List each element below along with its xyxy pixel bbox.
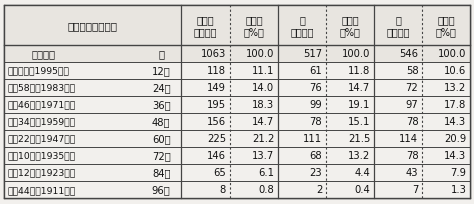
Text: 14.7: 14.7: [348, 83, 370, 93]
Text: 24歳: 24歳: [152, 83, 171, 93]
Bar: [4, 181, 470, 198]
Text: 男女計
（万人）: 男女計 （万人）: [194, 15, 217, 37]
Text: 23: 23: [310, 167, 322, 177]
Text: 12歳: 12歳: [152, 66, 171, 76]
Text: 76: 76: [310, 83, 322, 93]
Bar: [4, 164, 470, 181]
Text: 546: 546: [399, 49, 419, 59]
Text: 13.7: 13.7: [252, 151, 274, 161]
Text: 7.9: 7.9: [450, 167, 466, 177]
Bar: [4, 130, 470, 147]
Text: 昭和10年（1935年）: 昭和10年（1935年）: [8, 151, 76, 160]
Text: 96歳: 96歳: [152, 184, 171, 194]
Text: 昭和58年（1983年）: 昭和58年（1983年）: [8, 83, 76, 92]
Text: 15.1: 15.1: [348, 117, 370, 127]
Text: 平成７年（1995年）: 平成７年（1995年）: [8, 66, 70, 75]
Text: 14.3: 14.3: [444, 151, 466, 161]
Text: 17.8: 17.8: [444, 100, 466, 110]
Text: －: －: [158, 49, 164, 59]
Text: 78: 78: [406, 151, 419, 161]
Text: 156: 156: [207, 117, 226, 127]
Text: 1.3: 1.3: [450, 184, 466, 194]
Text: 65: 65: [213, 167, 226, 177]
Text: 4.4: 4.4: [355, 167, 370, 177]
Text: 13.2: 13.2: [348, 151, 370, 161]
Text: 78: 78: [310, 117, 322, 127]
Text: 21.5: 21.5: [348, 134, 370, 144]
Text: 女
（万人）: 女 （万人）: [386, 15, 410, 37]
Text: 111: 111: [303, 134, 322, 144]
Text: 11.8: 11.8: [348, 66, 370, 76]
Text: 84歳: 84歳: [152, 167, 171, 177]
Text: 割　合
（%）: 割 合 （%）: [244, 15, 264, 37]
Text: 78: 78: [406, 117, 419, 127]
Text: 1063: 1063: [201, 49, 226, 59]
Text: 68: 68: [310, 151, 322, 161]
Text: 10.6: 10.6: [444, 66, 466, 76]
Text: 明治44年（1911年）: 明治44年（1911年）: [8, 185, 76, 194]
Text: 0.4: 0.4: [355, 184, 370, 194]
Text: 149: 149: [207, 83, 226, 93]
Text: 18.3: 18.3: [252, 100, 274, 110]
Text: 225: 225: [207, 134, 226, 144]
Text: 517: 517: [303, 49, 322, 59]
Text: 99: 99: [310, 100, 322, 110]
Text: 総　　数: 総 数: [31, 49, 55, 59]
Text: 61: 61: [310, 66, 322, 76]
Text: 0.8: 0.8: [258, 184, 274, 194]
Text: 48歳: 48歳: [152, 117, 171, 127]
Text: 生まれた年・年齢: 生まれた年・年齢: [67, 21, 118, 31]
Text: 195: 195: [207, 100, 226, 110]
Text: 58: 58: [406, 66, 419, 76]
Text: 146: 146: [207, 151, 226, 161]
Bar: [4, 113, 470, 130]
Text: 14.0: 14.0: [252, 83, 274, 93]
Text: 21.2: 21.2: [252, 134, 274, 144]
Text: 118: 118: [207, 66, 226, 76]
Bar: [4, 79, 470, 96]
Bar: [4, 6, 470, 45]
Text: 昭和34年（1959年）: 昭和34年（1959年）: [8, 117, 76, 126]
Text: 11.1: 11.1: [252, 66, 274, 76]
Text: 100.0: 100.0: [246, 49, 274, 59]
Text: 19.1: 19.1: [348, 100, 370, 110]
Text: 7: 7: [412, 184, 419, 194]
Text: 97: 97: [406, 100, 419, 110]
Text: 13.2: 13.2: [444, 83, 466, 93]
Text: 割　合
（%）: 割 合 （%）: [340, 15, 361, 37]
Bar: [4, 62, 470, 79]
Text: 43: 43: [406, 167, 419, 177]
Bar: [4, 147, 470, 164]
Text: 大正12年（1923年）: 大正12年（1923年）: [8, 168, 76, 177]
Text: 男
（万人）: 男 （万人）: [290, 15, 314, 37]
Text: 昭和22年（1947年）: 昭和22年（1947年）: [8, 134, 76, 143]
Text: 60歳: 60歳: [152, 134, 171, 144]
Text: 割　合
（%）: 割 合 （%）: [436, 15, 456, 37]
Text: 100.0: 100.0: [342, 49, 370, 59]
Text: 14.7: 14.7: [252, 117, 274, 127]
Text: 100.0: 100.0: [438, 49, 466, 59]
Text: 72歳: 72歳: [152, 151, 171, 161]
Text: 6.1: 6.1: [258, 167, 274, 177]
Text: 36歳: 36歳: [152, 100, 171, 110]
Text: 20.9: 20.9: [444, 134, 466, 144]
Bar: [4, 96, 470, 113]
Text: 72: 72: [406, 83, 419, 93]
Text: 114: 114: [399, 134, 419, 144]
Text: 8: 8: [220, 184, 226, 194]
Bar: [4, 45, 470, 62]
Text: 14.3: 14.3: [444, 117, 466, 127]
Text: 2: 2: [316, 184, 322, 194]
Text: 昭和46年（1971年）: 昭和46年（1971年）: [8, 100, 76, 109]
